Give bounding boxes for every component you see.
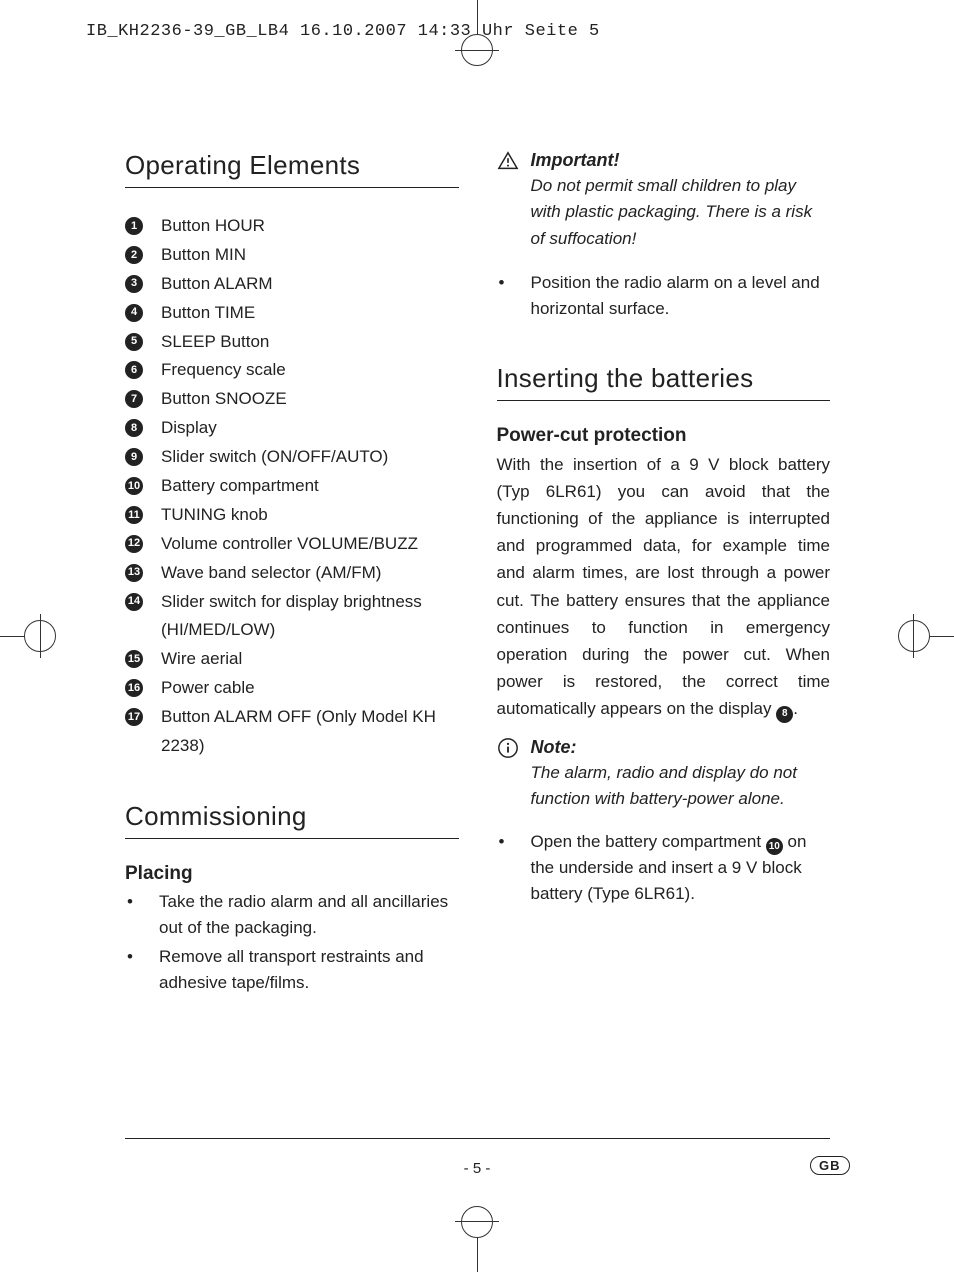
para-text-post: . bbox=[793, 699, 798, 718]
list-item: 11 TUNING knob bbox=[125, 501, 459, 530]
item-text: Wire aerial bbox=[161, 645, 459, 674]
warning-icon bbox=[497, 150, 531, 252]
section-title-batteries: Inserting the batteries bbox=[497, 363, 831, 401]
list-item: 4 Button TIME bbox=[125, 299, 459, 328]
list-item: •Remove all transport restraints and adh… bbox=[125, 944, 459, 997]
number-badge: 4 bbox=[125, 304, 143, 322]
number-badge: 2 bbox=[125, 246, 143, 264]
footer-rule bbox=[125, 1138, 830, 1139]
item-text: Slider switch (ON/OFF/AUTO) bbox=[161, 443, 459, 472]
item-text: Wave band selector (AM/FM) bbox=[161, 559, 459, 588]
list-item: 14 Slider switch for display brightness (… bbox=[125, 588, 459, 646]
important-message: Do not permit small children to play wit… bbox=[531, 173, 831, 252]
item-text: Slider switch for display brightness (HI… bbox=[161, 588, 459, 646]
important-callout: Important! Do not permit small children … bbox=[497, 150, 831, 252]
list-item: 9 Slider switch (ON/OFF/AUTO) bbox=[125, 443, 459, 472]
number-badge: 3 bbox=[125, 275, 143, 293]
item-text: Button MIN bbox=[161, 241, 459, 270]
item-text: Volume controller VOLUME/BUZZ bbox=[161, 530, 459, 559]
item-text: Display bbox=[161, 414, 459, 443]
important-title: Important! bbox=[531, 150, 831, 171]
ref-badge-8: 8 bbox=[776, 706, 793, 723]
number-badge: 11 bbox=[125, 506, 143, 524]
page-content: Operating Elements 1 Button HOUR 2 Button M… bbox=[125, 150, 830, 998]
item-text: Button ALARM OFF (Only Model KH 2238) bbox=[161, 703, 459, 761]
info-icon bbox=[497, 737, 531, 813]
bullet-text: Open the battery compartment 10 on the u… bbox=[531, 829, 831, 908]
item-text: Button SNOOZE bbox=[161, 385, 459, 414]
registration-mark-top bbox=[455, 0, 499, 75]
subheading-power-cut: Power-cut protection bbox=[497, 425, 831, 447]
note-title: Note: bbox=[531, 737, 831, 758]
ref-badge-10: 10 bbox=[766, 838, 783, 855]
number-badge: 17 bbox=[125, 708, 143, 726]
number-badge: 14 bbox=[125, 593, 143, 611]
list-item: 3 Button ALARM bbox=[125, 270, 459, 299]
language-badge: GB bbox=[810, 1156, 850, 1175]
number-badge: 8 bbox=[125, 419, 143, 437]
note-callout: Note: The alarm, radio and display do no… bbox=[497, 737, 831, 813]
item-text: TUNING knob bbox=[161, 501, 459, 530]
section-title-operating-elements: Operating Elements bbox=[125, 150, 459, 188]
bullet-text: Position the radio alarm on a level and … bbox=[531, 270, 831, 323]
bullet-pre: Open the battery compartment bbox=[531, 832, 766, 851]
placement-bullet: •Position the radio alarm on a level and… bbox=[497, 270, 831, 323]
list-item: •Position the radio alarm on a level and… bbox=[497, 270, 831, 323]
list-item: 2 Button MIN bbox=[125, 241, 459, 270]
number-badge: 16 bbox=[125, 679, 143, 697]
battery-bullet-list: • Open the battery compartment 10 on the… bbox=[497, 829, 831, 908]
placing-bullet-list: •Take the radio alarm and all ancillarie… bbox=[125, 889, 459, 996]
list-item: 6 Frequency scale bbox=[125, 356, 459, 385]
list-item: • Open the battery compartment 10 on the… bbox=[497, 829, 831, 908]
item-text: Button TIME bbox=[161, 299, 459, 328]
bullet-dot: • bbox=[125, 944, 159, 997]
number-badge: 15 bbox=[125, 650, 143, 668]
bullet-text: Take the radio alarm and all ancillaries… bbox=[159, 889, 459, 942]
bullet-dot: • bbox=[125, 889, 159, 942]
registration-mark-right bbox=[898, 614, 954, 658]
list-item: 15 Wire aerial bbox=[125, 645, 459, 674]
bullet-text: Remove all transport restraints and adhe… bbox=[159, 944, 459, 997]
number-badge: 13 bbox=[125, 564, 143, 582]
registration-mark-left bbox=[0, 614, 56, 658]
item-text: Button ALARM bbox=[161, 270, 459, 299]
item-text: Power cable bbox=[161, 674, 459, 703]
list-item: 7 Button SNOOZE bbox=[125, 385, 459, 414]
number-badge: 1 bbox=[125, 217, 143, 235]
list-item: 8 Display bbox=[125, 414, 459, 443]
list-item: 5 SLEEP Button bbox=[125, 328, 459, 357]
list-item: 10 Battery compartment bbox=[125, 472, 459, 501]
operating-elements-list: 1 Button HOUR 2 Button MIN 3 Button ALARM 4 But… bbox=[125, 212, 459, 761]
list-item: 13 Wave band selector (AM/FM) bbox=[125, 559, 459, 588]
subheading-placing: Placing bbox=[125, 863, 459, 885]
left-column: Operating Elements 1 Button HOUR 2 Button M… bbox=[125, 150, 459, 998]
item-text: SLEEP Button bbox=[161, 328, 459, 357]
right-column: Important! Do not permit small children … bbox=[497, 150, 831, 998]
item-text: Button HOUR bbox=[161, 212, 459, 241]
number-badge: 5 bbox=[125, 333, 143, 351]
item-text: Battery compartment bbox=[161, 472, 459, 501]
section-title-commissioning: Commissioning bbox=[125, 801, 459, 839]
note-message: The alarm, radio and display do not func… bbox=[531, 760, 831, 813]
number-badge: 10 bbox=[125, 477, 143, 495]
list-item: •Take the radio alarm and all ancillarie… bbox=[125, 889, 459, 942]
number-badge: 6 bbox=[125, 361, 143, 379]
item-text: Frequency scale bbox=[161, 356, 459, 385]
number-badge: 7 bbox=[125, 390, 143, 408]
list-item: 16 Power cable bbox=[125, 674, 459, 703]
print-header: IB_KH2236-39_GB_LB4 16.10.2007 14:33 Uhr… bbox=[86, 22, 600, 41]
registration-mark-bottom bbox=[455, 1197, 499, 1272]
list-item: 12 Volume controller VOLUME/BUZZ bbox=[125, 530, 459, 559]
para-text-pre: With the insertion of a 9 V block batter… bbox=[497, 455, 831, 719]
number-badge: 12 bbox=[125, 535, 143, 553]
number-badge: 9 bbox=[125, 448, 143, 466]
list-item: 1 Button HOUR bbox=[125, 212, 459, 241]
list-item: 17 Button ALARM OFF (Only Model KH 2238) bbox=[125, 703, 459, 761]
power-cut-paragraph: With the insertion of a 9 V block batter… bbox=[497, 451, 831, 723]
